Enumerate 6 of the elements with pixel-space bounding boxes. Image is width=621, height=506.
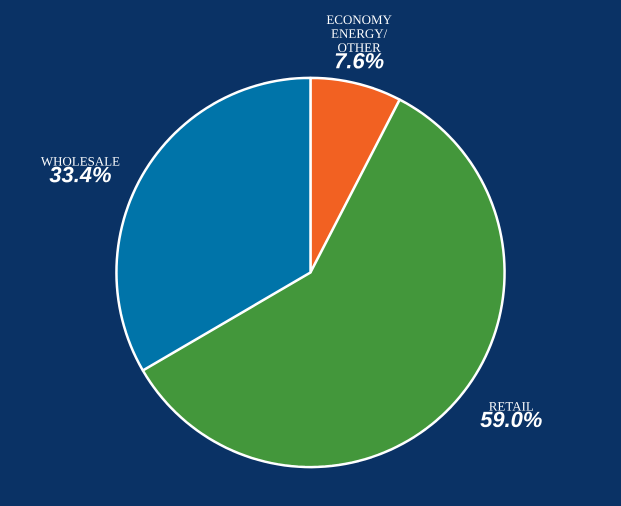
slice-label: ECONOMY ENERGY/ OTHER [326, 15, 392, 52]
slice-label: WHOLESALE [40, 157, 120, 166]
data-label: 59.0% [480, 412, 542, 428]
data-label: 33.4% [50, 166, 111, 182]
data-label: 7.6% [336, 52, 384, 69]
slice-label: RETAIL [489, 402, 534, 411]
